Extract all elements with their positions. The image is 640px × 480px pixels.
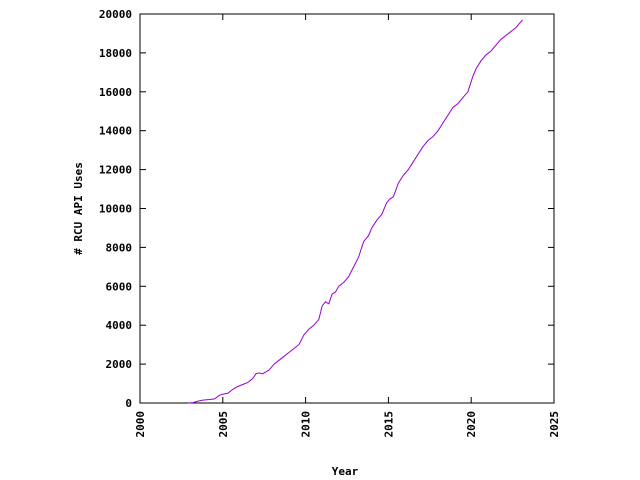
x-tick-label: 2020	[465, 411, 478, 438]
y-tick-label: 8000	[106, 241, 133, 254]
x-tick-label: 2000	[134, 411, 147, 438]
y-tick-label: 20000	[99, 8, 132, 21]
y-tick-label: 2000	[106, 358, 133, 371]
y-axis-ticks: 0 2000 4000 6000 8000 10000 12000 14000 16000 180…	[99, 8, 554, 410]
y-tick-label: 10000	[99, 203, 132, 216]
x-tick-label: 2010	[300, 411, 313, 438]
y-tick-label: 12000	[99, 164, 132, 177]
y-tick-label: 16000	[99, 86, 132, 99]
x-tick-label: 2005	[217, 411, 230, 438]
y-axis-label: # RCU API Uses	[72, 162, 85, 255]
y-tick-label: 6000	[106, 280, 133, 293]
series-layer	[187, 19, 523, 404]
x-axis-ticks: 2000 2005 2010 2015 2020 2025	[134, 14, 561, 438]
plot-area-frame	[139, 13, 555, 404]
x-tick-label: 2015	[382, 411, 395, 438]
y-tick-label: 18000	[99, 47, 132, 60]
x-tick-label: 2025	[548, 411, 561, 438]
y-tick-label: 4000	[106, 319, 133, 332]
y-tick-label: 0	[125, 397, 132, 410]
y-tick-label: 14000	[99, 125, 132, 138]
series-line	[187, 19, 523, 404]
x-axis-label: Year	[332, 465, 359, 478]
